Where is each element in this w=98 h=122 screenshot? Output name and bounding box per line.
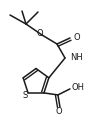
- Text: OH: OH: [72, 83, 85, 92]
- Text: O: O: [56, 107, 62, 116]
- Text: S: S: [22, 91, 28, 100]
- Text: O: O: [37, 30, 43, 39]
- Text: NH: NH: [70, 52, 83, 61]
- Text: O: O: [74, 32, 81, 41]
